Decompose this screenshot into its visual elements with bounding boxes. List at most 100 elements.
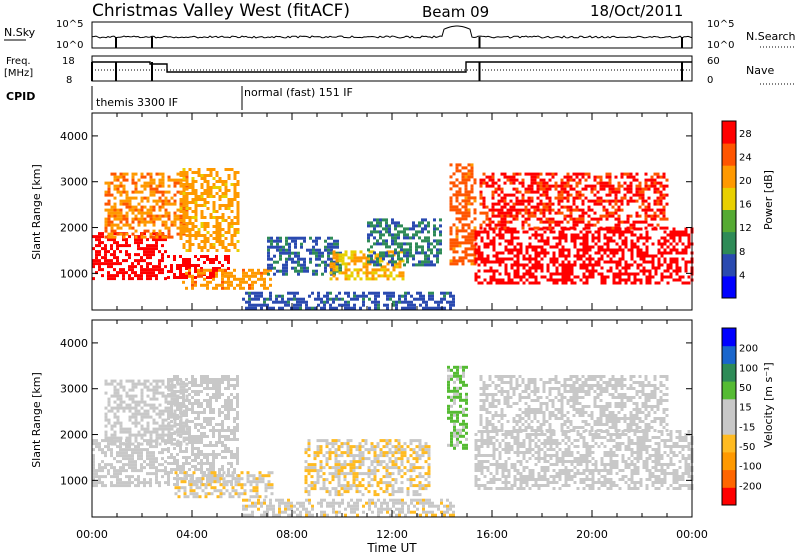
- power-cell: [227, 168, 231, 171]
- power-cell: [528, 227, 532, 231]
- velocity-cell: [185, 462, 188, 465]
- velocity-cell: [131, 481, 134, 485]
- power-cell: [551, 217, 555, 221]
- velocity-cell: [237, 480, 241, 484]
- velocity-cell: [200, 390, 203, 393]
- power-cell: [439, 224, 442, 228]
- velocity-cell: [140, 412, 144, 416]
- power-cell: [624, 266, 628, 270]
- power-cell: [665, 184, 669, 188]
- velocity-cell: [170, 384, 173, 387]
- velocity-cell: [137, 430, 141, 434]
- velocity-cell: [224, 429, 227, 432]
- velocity-cell: [222, 471, 226, 475]
- power-cell: [113, 238, 116, 242]
- power-cell: [603, 236, 607, 240]
- power-cell: [341, 271, 345, 275]
- power-cell: [653, 184, 657, 188]
- power-cell: [503, 172, 507, 176]
- power-cell: [185, 171, 189, 174]
- velocity-cell: [227, 426, 230, 429]
- power-cell: [494, 187, 498, 191]
- power-cell: [606, 248, 610, 252]
- power-colorbar-segment: [722, 209, 736, 233]
- power-cell: [464, 175, 468, 179]
- power-cell: [236, 283, 239, 287]
- power-cell: [119, 193, 123, 197]
- velocity-cell: [134, 424, 138, 428]
- power-cell: [119, 202, 123, 206]
- velocity-cell: [191, 390, 194, 393]
- velocity-cell: [245, 513, 248, 517]
- power-cell: [152, 187, 156, 191]
- velocity-cell: [179, 379, 183, 383]
- power-cell: [155, 268, 158, 272]
- power-cell: [455, 250, 459, 254]
- power-cell: [382, 239, 385, 243]
- power-cell: [95, 271, 98, 275]
- power-cell: [356, 297, 359, 301]
- power-cell: [409, 251, 412, 255]
- velocity-cell: [134, 418, 138, 422]
- power-cell: [424, 254, 427, 258]
- velocity-cell: [146, 463, 149, 467]
- power-cell: [173, 273, 176, 276]
- power-cell: [398, 297, 401, 301]
- power-cell: [540, 275, 544, 279]
- power-cell: [191, 283, 194, 287]
- power-cell: [158, 250, 161, 254]
- power-cell: [421, 263, 424, 267]
- power-cell: [324, 266, 327, 270]
- power-cell: [251, 303, 254, 307]
- power-cell: [528, 275, 532, 279]
- power-cell: [630, 242, 634, 246]
- velocity-cell: [180, 471, 184, 475]
- velocity-cell: [143, 385, 147, 389]
- power-cell: [221, 277, 224, 281]
- power-cell: [579, 263, 583, 267]
- power-cell: [341, 256, 345, 260]
- power-cell: [149, 262, 152, 266]
- power-cell: [386, 306, 389, 310]
- velocity-cell: [227, 408, 230, 411]
- velocity-cell: [218, 468, 221, 471]
- power-cell: [672, 227, 676, 231]
- velocity-cell: [249, 495, 253, 499]
- power-cell: [491, 175, 495, 179]
- velocity-cell: [236, 375, 239, 378]
- power-cell: [161, 205, 165, 209]
- power-cell: [350, 253, 354, 257]
- power-cell: [191, 192, 195, 195]
- velocity-cell: [192, 495, 196, 499]
- power-cell: [230, 198, 234, 201]
- power-cell: [137, 178, 141, 182]
- power-cell: [389, 297, 392, 301]
- power-cell: [638, 184, 642, 188]
- power-cell: [218, 283, 221, 287]
- velocity-cell: [228, 495, 232, 499]
- power-cell: [566, 184, 570, 188]
- power-cell: [179, 207, 183, 210]
- velocity-cell: [158, 385, 162, 389]
- power-cell: [600, 272, 604, 276]
- power-cell: [415, 233, 418, 237]
- power-cell: [464, 208, 468, 212]
- power-cell: [395, 262, 399, 266]
- power-cell: [203, 243, 207, 246]
- power-cell: [588, 260, 592, 264]
- power-cell: [599, 175, 603, 179]
- power-cell: [582, 242, 586, 246]
- power-cell: [641, 187, 645, 191]
- power-cell: [509, 205, 513, 209]
- velocity-cell: [209, 381, 212, 384]
- power-cell: [641, 208, 645, 212]
- power-cell: [284, 300, 287, 304]
- power-cell: [530, 175, 534, 179]
- velocity-cell: [167, 388, 171, 392]
- power-cell: [579, 230, 583, 234]
- power-cell: [179, 210, 183, 213]
- power-cell: [128, 196, 132, 200]
- velocity-cell: [210, 480, 214, 484]
- power-cell: [449, 244, 453, 248]
- velocity-cell: [218, 384, 221, 387]
